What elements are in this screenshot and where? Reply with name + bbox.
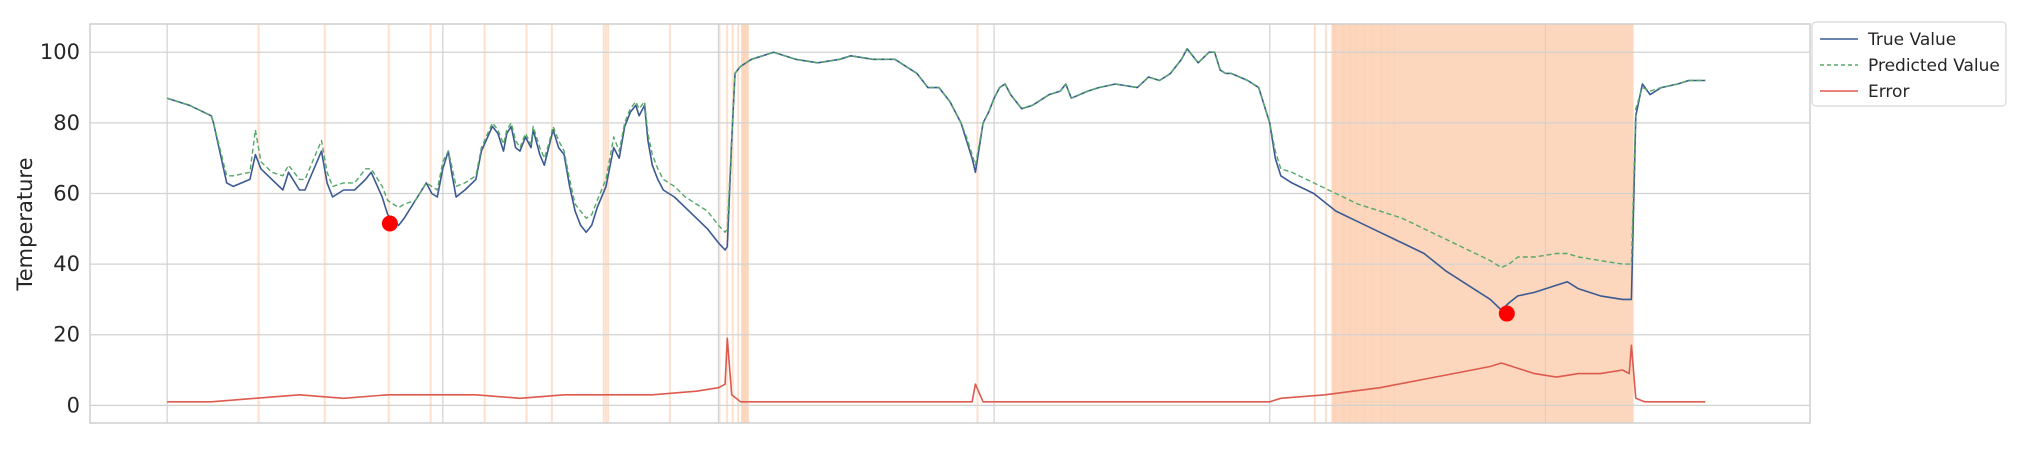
legend-label-error: Error — [1868, 82, 1909, 102]
anomaly-span-line — [1342, 24, 1345, 423]
anomaly-span-line — [602, 24, 605, 423]
legend: True Value Predicted Value Error — [1811, 21, 2007, 107]
y-tick-label: 100 — [40, 40, 80, 64]
anomaly-span-line — [1380, 24, 1382, 423]
anomaly-span-line — [429, 24, 432, 423]
y-tick-label: 60 — [53, 181, 80, 205]
legend-label-true-value: True Value — [1867, 30, 1956, 50]
y-tick-label: 20 — [53, 323, 80, 347]
anomaly-span-line — [976, 24, 979, 423]
anomaly-span-line — [1393, 24, 1396, 423]
anomaly-span-line — [604, 24, 607, 423]
legend-label-predicted-value: Predicted Value — [1868, 56, 2000, 76]
anomaly-span-region — [741, 24, 749, 423]
grid — [90, 24, 1810, 423]
legend-box — [1811, 21, 2007, 107]
anomaly-spans — [257, 24, 1634, 423]
y-axis-label: Temperature — [13, 157, 37, 291]
anomaly-span-line — [731, 24, 734, 423]
y-tick-label: 40 — [53, 252, 80, 276]
plot-frame — [89, 23, 1811, 424]
anomaly-span-region — [1331, 24, 1634, 423]
anomaly-span-line — [1386, 24, 1389, 423]
y-tick-labels: 0 20 40 60 80 100 — [40, 40, 80, 417]
series-lines — [166, 47, 1706, 403]
anomaly-span-line — [1313, 24, 1316, 423]
series-line-error — [167, 337, 1706, 403]
anomaly-span-line — [737, 24, 740, 423]
anomaly-span-line — [323, 24, 326, 423]
anomaly-span-line — [1371, 24, 1374, 423]
anomaly-span-line — [483, 24, 486, 423]
series-line-predicted-value — [166, 48, 1706, 269]
anomaly-span-line — [1324, 24, 1327, 423]
anomaly-span-line — [1349, 24, 1352, 423]
anomaly-span-line — [257, 24, 260, 423]
anomaly-span-line — [1333, 24, 1336, 423]
y-tick-label: 80 — [53, 111, 80, 135]
anomaly-span-line — [668, 24, 671, 423]
anomaly-span-line — [525, 24, 528, 423]
anomaly-span-line — [550, 24, 553, 423]
anomaly-span-line — [607, 24, 610, 423]
anomaly-point — [1498, 305, 1515, 322]
anomaly-span-line — [718, 24, 721, 423]
anomaly-span-line — [1354, 24, 1357, 423]
y-tick-label: 0 — [67, 393, 80, 417]
anomaly-markers — [381, 215, 1515, 322]
anomaly-span-line — [1363, 24, 1366, 423]
anomaly-point — [381, 215, 398, 232]
